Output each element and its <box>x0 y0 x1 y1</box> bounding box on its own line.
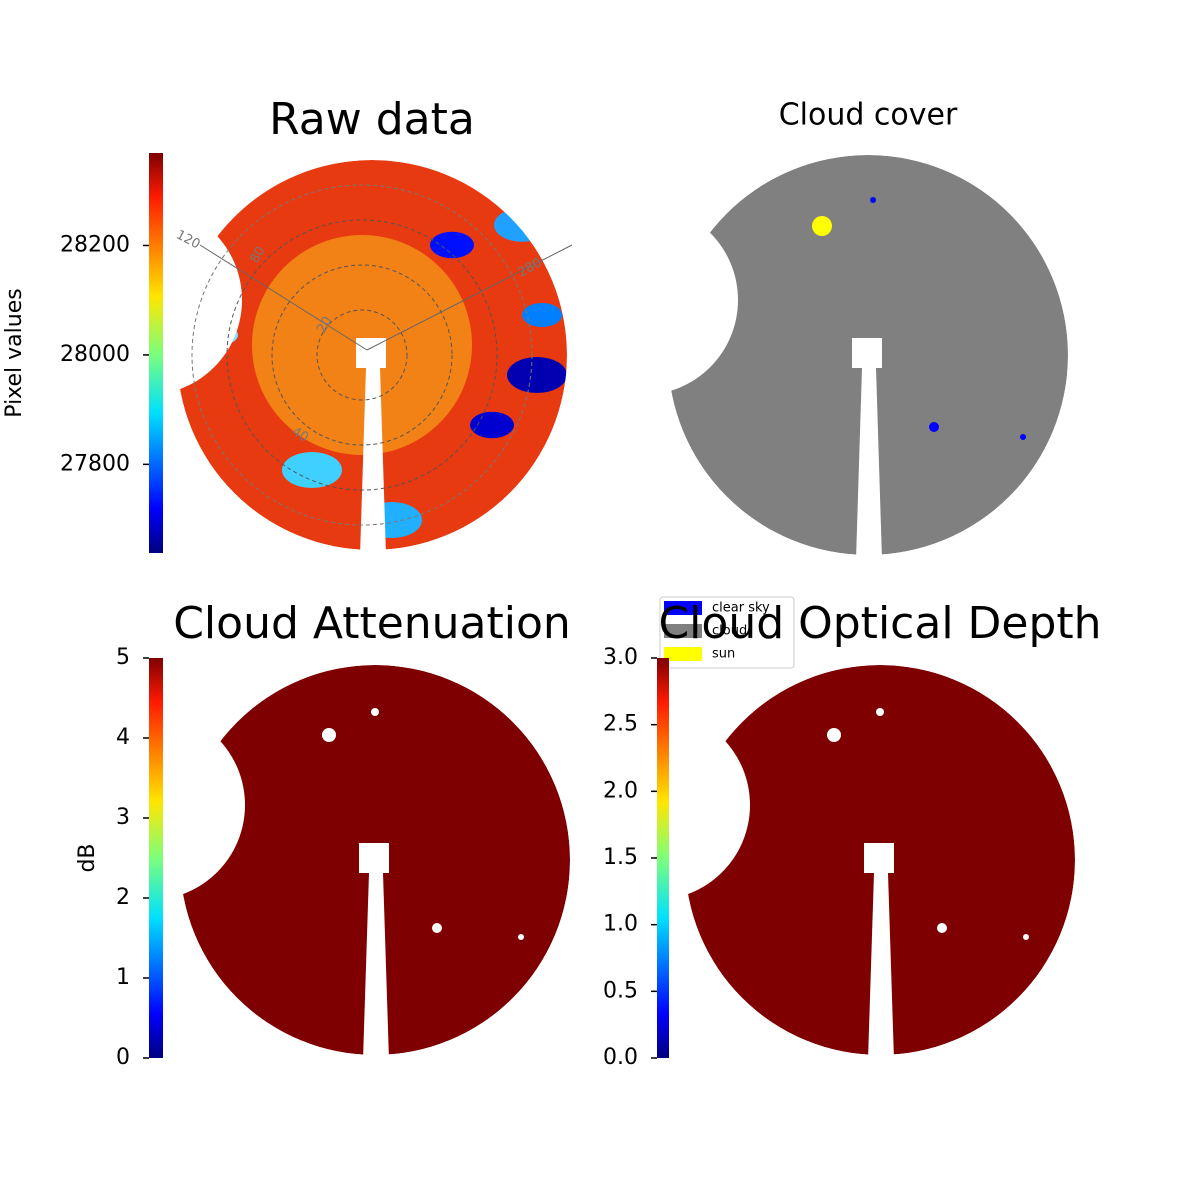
colorbar-tick-label: 1.5 <box>603 845 638 870</box>
sky-image <box>668 155 1068 555</box>
masked-patch <box>876 708 884 716</box>
colorbar-tick-label: 28200 <box>60 232 130 257</box>
sky-disk <box>685 665 1075 1055</box>
colorbar-tick-label: 5 <box>116 645 130 670</box>
sky-region <box>507 357 567 393</box>
masked-patch <box>1023 934 1029 940</box>
polar-line <box>199 244 368 351</box>
sky-region <box>430 231 474 259</box>
polar-ring <box>226 219 498 491</box>
colorbar-label: Pixel values <box>2 288 27 417</box>
sun-marker <box>812 216 832 236</box>
colorbar-tick-label: 2.5 <box>603 712 638 737</box>
colorbar <box>657 658 669 1058</box>
masked-patch <box>827 728 841 742</box>
colorbar-tick-label: 1.0 <box>603 912 638 937</box>
polar-ring <box>191 184 533 526</box>
sky-image <box>177 160 567 550</box>
sky-disk <box>180 665 570 1055</box>
masked-patch <box>432 923 442 933</box>
polar-label: 120 <box>174 228 203 253</box>
colorbar-tick-label: 2.0 <box>603 778 638 803</box>
sky-disk <box>668 155 1068 555</box>
polar-label: 40 <box>289 424 311 445</box>
legend-label: clear sky <box>712 601 770 616</box>
panel-title: Cloud Attenuation <box>173 598 571 649</box>
colorbar-tick-label: 27800 <box>60 451 130 476</box>
sky-image <box>685 665 1075 1055</box>
panel-title: Cloud Optical Depth <box>658 598 1101 649</box>
polar-line <box>366 244 573 351</box>
colorbar-tick-label: 1 <box>116 965 130 990</box>
colorbar-tick-label: 3.0 <box>603 645 638 670</box>
clear-sky-patch <box>870 197 876 203</box>
legend-swatch <box>664 647 702 661</box>
sky-region <box>206 325 238 345</box>
polar-ring <box>316 309 408 401</box>
panel-title: Cloud cover <box>779 98 958 133</box>
masked-patch <box>371 708 379 716</box>
colorbar-label: dB <box>75 843 100 872</box>
panel-title: Raw data <box>269 94 475 145</box>
sky-region <box>252 235 472 455</box>
sky-region <box>282 452 342 488</box>
sky-region <box>522 303 562 327</box>
colorbar-tick-label: 28000 <box>60 342 130 367</box>
colorbar-tick-label: 0.0 <box>603 1045 638 1070</box>
legend-swatch <box>664 601 702 615</box>
colorbar-tick-label: 2 <box>116 885 130 910</box>
clear-sky-patch <box>929 422 939 432</box>
polar-label: 80 <box>247 244 268 266</box>
legend-label: sun <box>712 647 735 662</box>
colorbar-tick-label: 0 <box>116 1045 130 1070</box>
sky-image <box>180 665 570 1055</box>
masked-patch <box>937 923 947 933</box>
colorbar-tick-label: 0.5 <box>603 978 638 1003</box>
sky-region <box>362 502 422 538</box>
colorbar-tick-label: 4 <box>116 725 130 750</box>
legend-label: cloud <box>712 624 747 639</box>
legend-swatch <box>664 624 702 638</box>
sky-region <box>470 411 514 439</box>
colorbar-tick-label: 3 <box>116 805 130 830</box>
sky-region <box>494 208 550 242</box>
polar-ring <box>271 264 453 446</box>
polar-label: 20 <box>314 314 335 336</box>
masked-patch <box>518 934 524 940</box>
colorbar <box>149 658 163 1058</box>
colorbar <box>149 153 163 553</box>
clear-sky-patch <box>1020 434 1026 440</box>
masked-patch <box>322 728 336 742</box>
